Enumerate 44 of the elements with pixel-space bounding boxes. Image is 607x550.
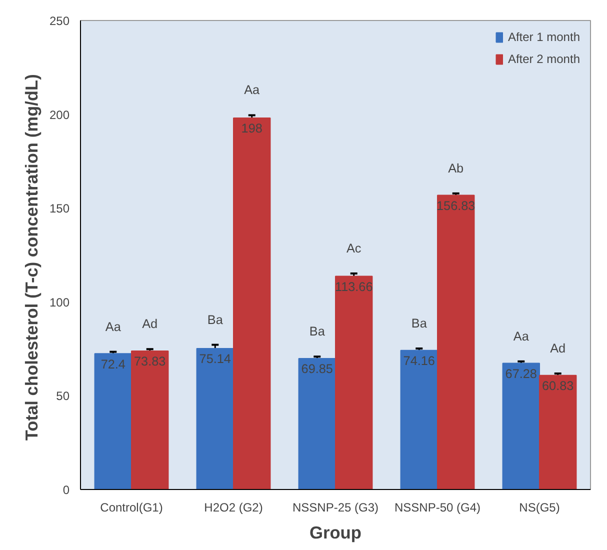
- y-tick-label: 0: [62, 483, 70, 497]
- annotation: Ba: [411, 316, 428, 330]
- data-label: 75.14: [199, 352, 231, 366]
- y-tick-label: 250: [49, 14, 70, 28]
- y-tick-label: 150: [49, 202, 70, 216]
- bar: [131, 350, 169, 490]
- data-label: 113.66: [334, 280, 373, 294]
- y-axis-title: Total cholesterol (T-c) concentration (mg/dL): [21, 74, 42, 441]
- y-tick-label: 200: [49, 108, 70, 122]
- annotation: Ac: [346, 241, 362, 256]
- annotation: Aa: [244, 83, 261, 98]
- data-label: 198: [241, 122, 262, 136]
- annotation: Aa: [513, 329, 530, 344]
- annotation: Ad: [550, 342, 566, 356]
- x-tick-label: Control(G1): [100, 500, 163, 514]
- bar: [233, 118, 271, 490]
- bar: [94, 353, 132, 490]
- x-tick-label: NS(G5): [519, 500, 560, 514]
- bar: [335, 276, 373, 490]
- y-tick-label: 100: [49, 295, 70, 310]
- data-label: 60.83: [542, 379, 574, 394]
- bar: [400, 350, 438, 490]
- bar: [539, 374, 577, 490]
- bar: [196, 348, 234, 490]
- annotation: Ba: [207, 312, 224, 327]
- legend-label: After 2 month: [508, 52, 580, 66]
- x-tick-label: H2O2 (G2): [204, 500, 263, 514]
- y-tick-label: 50: [56, 389, 70, 404]
- annotation: Ad: [142, 317, 158, 332]
- legend-label: After 1 month: [508, 30, 580, 44]
- data-label: 67.28: [505, 366, 537, 381]
- annotation: Ab: [448, 161, 464, 176]
- annotation: Ba: [309, 324, 326, 339]
- data-label: 74.16: [403, 354, 435, 368]
- bar: [502, 362, 540, 490]
- bar: [298, 358, 336, 490]
- data-label: 72.4: [100, 357, 126, 372]
- annotation: Aa: [105, 320, 122, 334]
- x-tick-label: NSSNP-25 (G3): [292, 500, 379, 514]
- x-tick-label: NSSNP-50 (G4): [394, 500, 481, 514]
- data-label: 73.83: [134, 354, 166, 369]
- data-label: 69.85: [301, 362, 333, 376]
- bar: [437, 194, 475, 490]
- x-axis-title: Group: [310, 522, 362, 542]
